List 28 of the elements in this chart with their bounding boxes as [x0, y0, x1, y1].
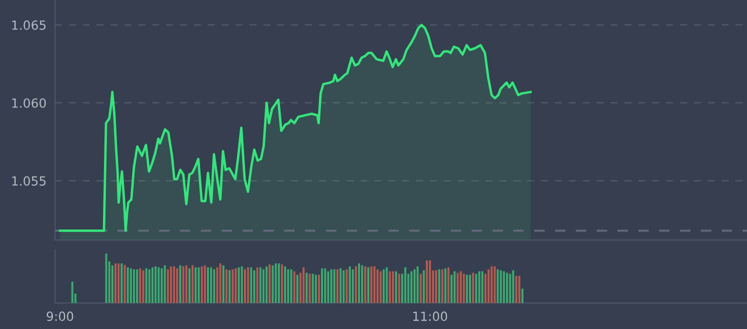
x-tick-label: 11:00: [413, 312, 448, 322]
bar: [502, 271, 505, 303]
bar: [426, 260, 428, 303]
bar: [462, 274, 465, 303]
bar: [216, 267, 218, 303]
bar: [210, 267, 212, 303]
bar: [382, 269, 385, 303]
x-tick-label: 9:00: [46, 312, 74, 322]
bar: [259, 267, 262, 303]
bar: [460, 271, 462, 303]
bar: [420, 274, 422, 303]
bar: [306, 272, 308, 303]
bar: [173, 266, 176, 303]
bar: [132, 269, 135, 303]
bar: [256, 267, 258, 303]
bar: [336, 269, 338, 303]
bar: [222, 265, 224, 303]
bar: [376, 269, 379, 303]
bar: [496, 269, 499, 303]
bar: [179, 265, 182, 303]
bar: [342, 270, 345, 303]
y-tick-label: 1.065: [12, 20, 46, 30]
bar: [414, 269, 416, 303]
bar: [139, 268, 142, 303]
y-tick-label: 1.060: [12, 98, 46, 108]
bar: [293, 271, 296, 303]
bar: [509, 274, 512, 303]
y-tick-label: 1.055: [12, 176, 46, 186]
